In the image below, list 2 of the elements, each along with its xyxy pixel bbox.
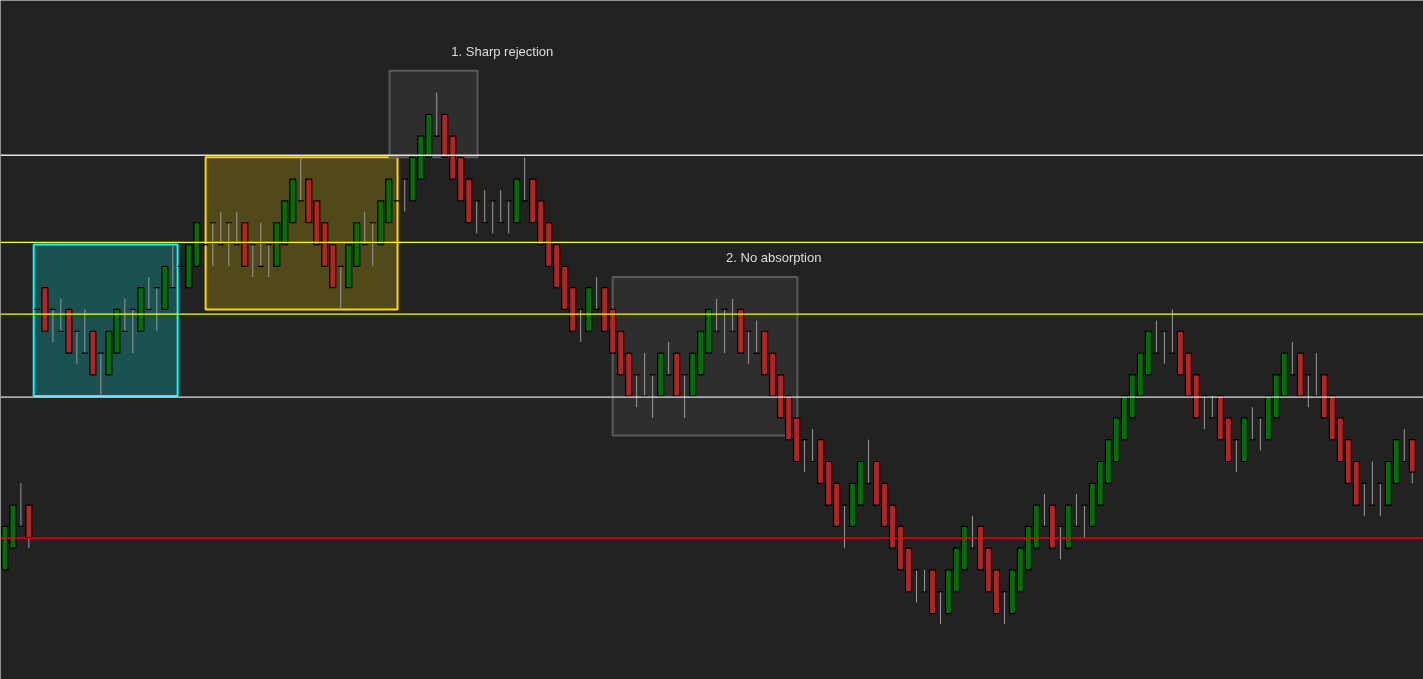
band-label: 1. Sharp rejection [451,43,554,59]
band-label: 2. No absorption [726,249,822,265]
